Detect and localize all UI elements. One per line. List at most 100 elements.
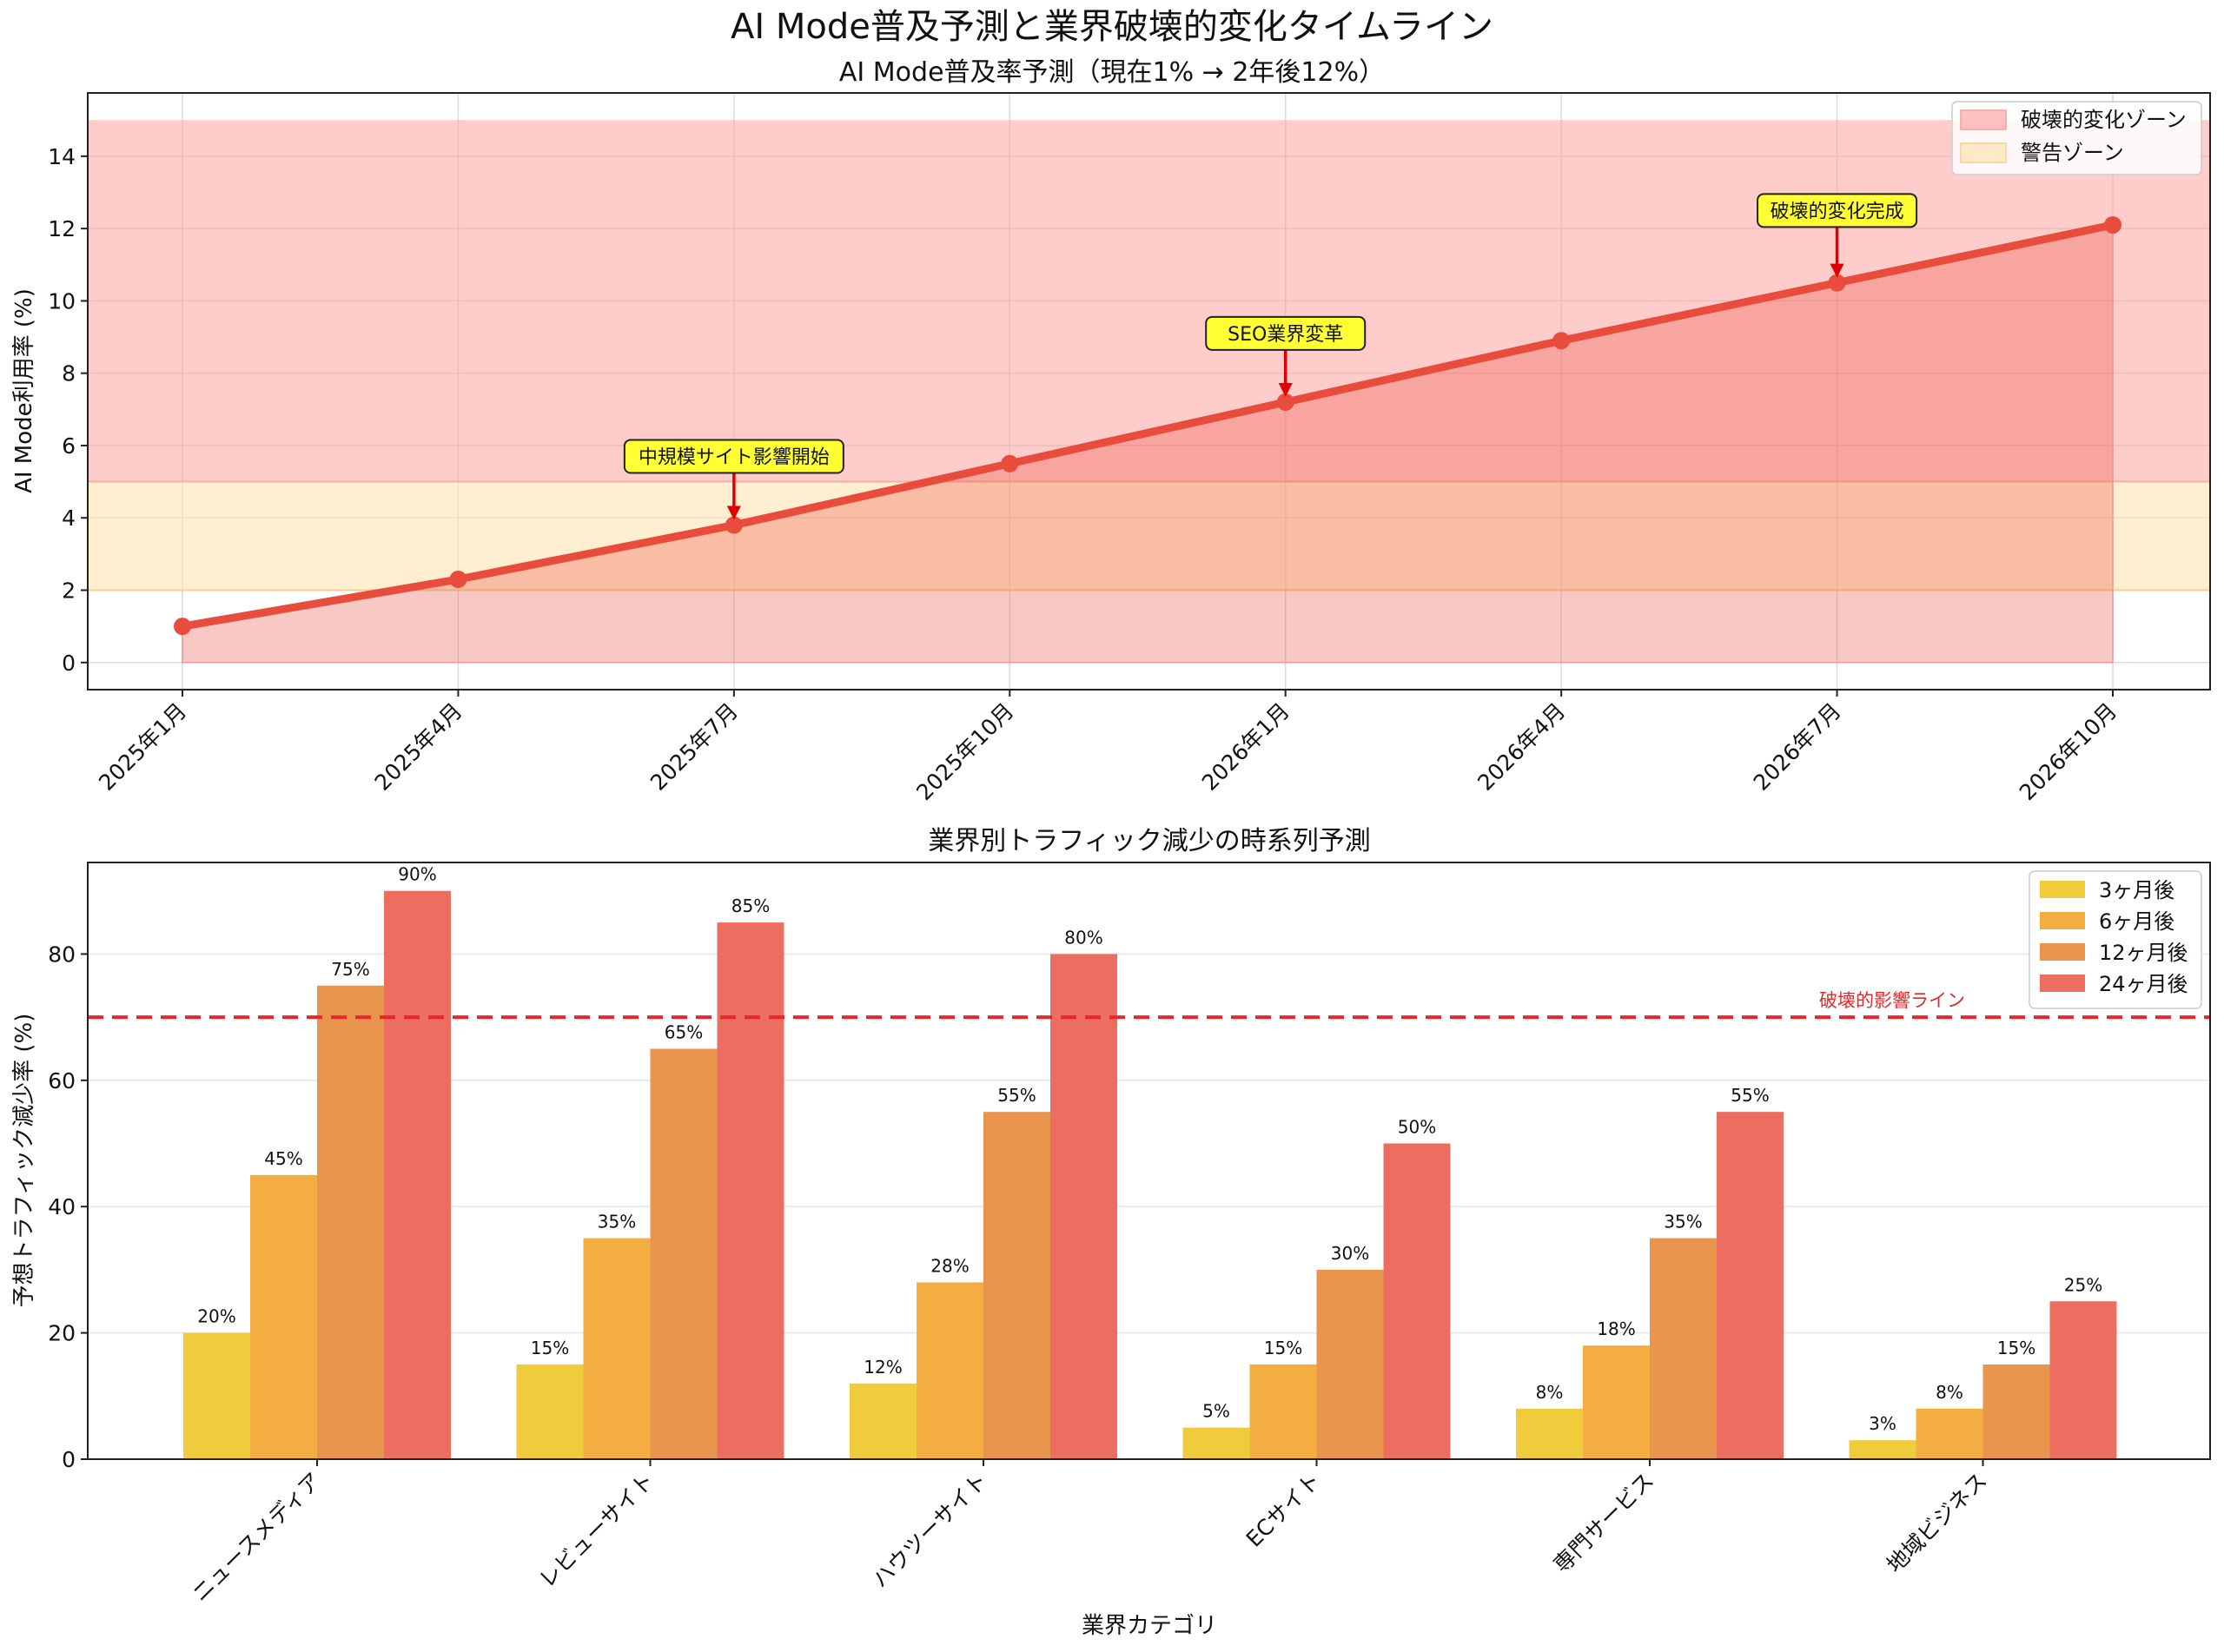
y-tick-label: 60 [48,1068,76,1094]
bar [1849,1440,1916,1459]
bar [384,890,451,1459]
x-tick-label: 2025年4月 [370,698,467,796]
x-tick-label: 地域ビジネス [1882,1468,1992,1578]
zone-band-disruptive [88,120,2210,482]
bar [717,922,784,1459]
y-tick-label: 0 [62,1447,76,1472]
bar-value-label: 85% [731,895,770,916]
legend-label: 3ヶ月後 [2099,878,2174,902]
x-tick-label: ニュースメディア [187,1468,326,1607]
bar-chart-x-axis: ニュースメディア レビューサイト ハウツーサイト ECサイト 専門サービス 地域ビジネス [187,1459,1992,1607]
bar-value-label: 25% [2064,1274,2102,1295]
legend-label: 6ヶ月後 [2099,909,2174,934]
bar-value-label: 30% [1331,1243,1369,1264]
data-point [2104,215,2121,234]
bar-chart-title: 業界別トラフィック減少の時系列予測 [928,826,1370,856]
x-tick-label: ECサイト [1241,1468,1326,1552]
adoption-line-chart: AI Mode普及率予測（現在1% → 2年後12%） 中規模サイト影響開始 SE… [11,57,2211,805]
legend-label: 警告ゾーン [2021,141,2124,165]
legend-label: 破壊的変化ゾーン [2021,108,2187,132]
line-chart-frame [87,92,2211,691]
bar-value-label: 50% [1398,1117,1436,1138]
legend-box [1951,101,2202,175]
bar [1050,954,1117,1459]
line-chart-annotations: 中規模サイト影響開始 SEO業界変革 破壊的変化完成 [623,193,1918,520]
bar [583,1238,651,1459]
bar-chart-frame [87,862,2211,1460]
x-tick-label: 2025年10月 [911,698,1018,805]
data-point [174,618,191,636]
bar [1516,1408,1583,1459]
bar [650,1048,718,1459]
y-tick-label: 12 [48,216,76,241]
bar [850,1383,917,1459]
bar-value-label: 12% [864,1357,902,1378]
bar-chart-x-label: 業界カテゴリ [1082,1613,1217,1639]
y-tick-label: 2 [62,578,76,604]
bar [1383,1143,1451,1459]
bar [516,1364,584,1459]
annotation-label: 破壊的変化完成 [1771,201,1904,222]
annotation-label: SEO業界変革 [1228,324,1343,346]
bar [1650,1238,1717,1459]
bar-value-label: 65% [665,1021,703,1042]
y-tick-label: 8 [62,361,76,387]
line-chart-title: AI Mode普及率予測（現在1% → 2年後12%） [839,57,1385,88]
x-tick-label: 2025年7月 [645,698,743,796]
bar-chart-y-axis: 0 20 40 60 80 [48,942,88,1472]
bar [1249,1364,1317,1459]
data-point [1001,454,1019,472]
annotation-arrowhead [1278,382,1293,397]
data-point [725,516,743,534]
legend-box [2029,870,2202,1009]
legend-swatch [2040,881,2085,898]
bar-value-label: 28% [930,1255,969,1276]
bar [2049,1301,2117,1459]
bar-value-label: 80% [1064,927,1102,948]
bar [250,1174,317,1459]
line-chart-series [174,215,2121,636]
bar [1316,1269,1384,1459]
y-tick-label: 0 [62,651,76,676]
bar [1717,1112,1784,1459]
y-tick-label: 80 [48,942,76,967]
y-tick-label: 14 [48,144,76,169]
bar [317,985,384,1459]
bar-value-label: 55% [997,1085,1036,1106]
y-tick-label: 6 [62,433,76,459]
x-tick-label: 専門サービス [1549,1468,1659,1578]
data-point [1552,332,1571,350]
bar-chart-threshold: 破壊的影響ライン [88,990,2210,1020]
line-chart-x-axis: 2025年1月 2025年4月 2025年7月 2025年10月 2026年1月 2026… [94,690,2121,805]
y-tick-label: 20 [48,1321,76,1346]
bar [1916,1408,1983,1459]
zone-band-warning [88,481,2210,591]
series-line [178,221,2117,631]
bar-value-label: 3% [1869,1413,1896,1434]
y-tick-label: 10 [48,288,76,314]
annotation-arrowhead [726,506,741,520]
legend-label: 12ヶ月後 [2099,941,2188,965]
figure-suptitle: AI Mode普及予測と業界破壊的変化タイムライン [731,7,1493,47]
bar-value-label: 18% [1597,1318,1635,1339]
legend-swatch [1960,142,2007,163]
threshold-label: 破壊的影響ライン [1819,990,1965,1011]
bar-chart-legend: 3ヶ月後 6ヶ月後 12ヶ月後 24ヶ月後 [2029,870,2202,1009]
bar-value-label: 5% [1202,1401,1230,1422]
bar [917,1282,983,1459]
x-tick-label: ハウツーサイト [867,1468,992,1593]
bar-value-label: 15% [1264,1338,1302,1358]
annotation-box [623,439,844,474]
x-tick-label: 2026年4月 [1473,698,1570,796]
bar-chart-y-label: 予想トラフィック減少率 (%) [11,1014,37,1308]
legend-label: 24ヶ月後 [2099,972,2188,996]
bar-value-label: 15% [531,1338,569,1358]
legend-swatch [2040,943,2085,961]
annotation-box [1205,315,1367,351]
bar [983,1112,1050,1459]
bar-value-label: 75% [331,959,369,980]
x-tick-label: 2025年1月 [94,698,191,796]
x-tick-label: 2026年10月 [2015,698,2121,805]
